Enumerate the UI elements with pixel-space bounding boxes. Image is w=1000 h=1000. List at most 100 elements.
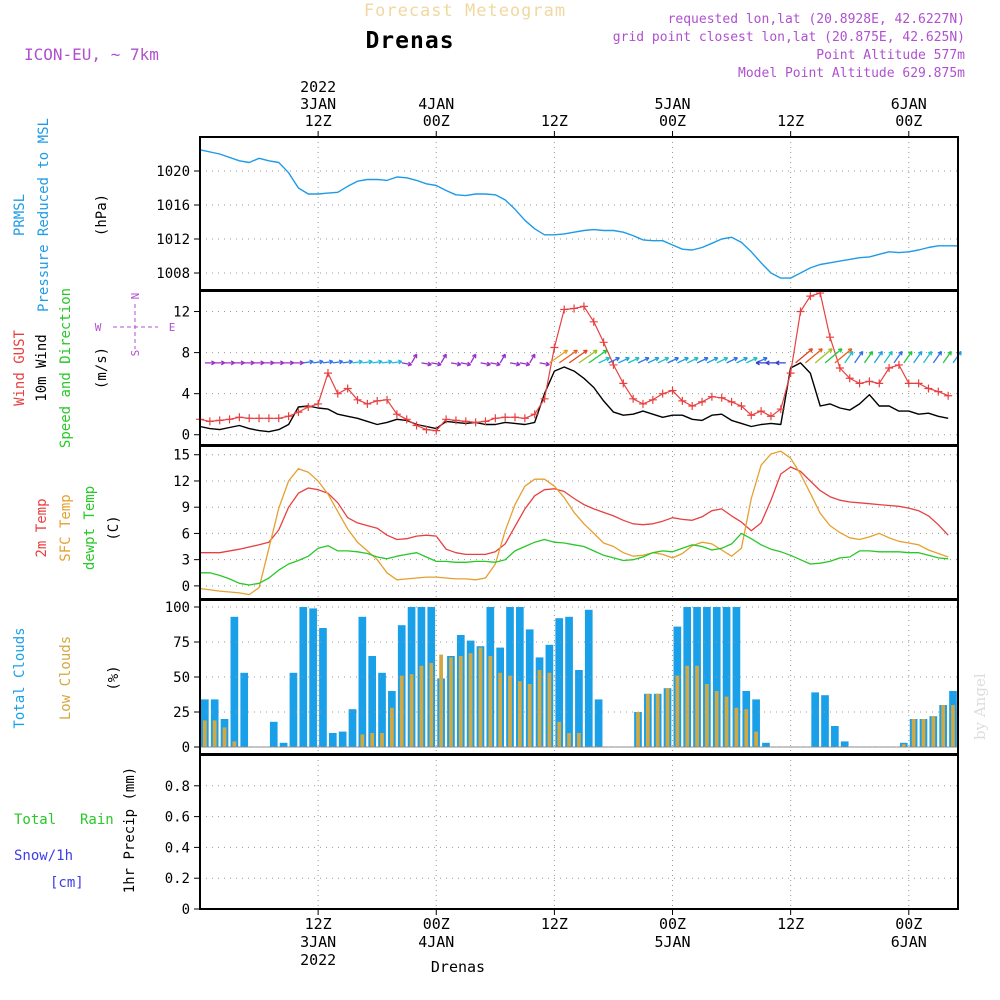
wind-direction-arrow — [549, 349, 569, 364]
wind-10m-label: 10m Wind — [34, 334, 50, 401]
pressure-tick-label: 1016 — [156, 198, 190, 214]
low-cloud-bar — [419, 665, 424, 747]
wind-direction-arrow — [254, 360, 265, 366]
top-time-label: 5JAN — [654, 95, 690, 113]
wind-direction-arrow — [913, 350, 923, 364]
low-cloud-bar — [508, 675, 512, 747]
wind-direction-arrow — [608, 356, 620, 364]
total-cloud-bar — [269, 721, 278, 747]
wind-direction-arrow — [342, 359, 354, 365]
temp-tick-label: 9 — [182, 500, 190, 516]
gust-marker — [442, 415, 451, 424]
top-time-label: 00Z — [423, 112, 450, 130]
wind-direction-arrow — [421, 361, 432, 367]
precip-tick-label: 0.6 — [165, 810, 190, 826]
total-cloud-bar — [319, 628, 327, 747]
bottom-time-label: 3JAN — [300, 933, 336, 951]
wind-direction-arrow — [283, 360, 294, 366]
wind-direction-arrow — [726, 356, 739, 364]
precip-tick-label: 0.4 — [165, 840, 190, 856]
total-cloud-bar — [299, 607, 308, 747]
gust-marker — [363, 399, 372, 408]
wind-direction-arrow — [854, 350, 864, 364]
low-cloud-bar — [232, 741, 237, 747]
low-cloud-bar — [665, 688, 670, 747]
product-title: Forecast Meteogram — [364, 1, 566, 21]
low-cloud-bar — [498, 672, 503, 747]
total-cloud-bar — [289, 672, 298, 747]
gust-marker — [766, 412, 775, 421]
gust-marker — [501, 413, 510, 422]
gust-marker — [570, 304, 579, 313]
total-cloud-bar — [703, 607, 711, 747]
low-cloud-bar — [517, 681, 522, 747]
wind-direction-arrow — [824, 348, 843, 364]
wind-direction-arrow — [568, 349, 588, 364]
wind-direction-arrow — [313, 359, 324, 365]
wind-direction-arrow — [431, 361, 442, 367]
top-time-label: 3JAN — [300, 95, 336, 113]
gust-marker — [678, 396, 687, 405]
wind-direction-arrow — [873, 350, 884, 364]
gust-marker — [481, 417, 490, 426]
wind-direction-arrow — [716, 356, 729, 364]
compass-s: S — [129, 350, 142, 357]
wind-direction-arrow — [765, 360, 776, 366]
wind-direction-arrow — [204, 360, 216, 366]
wind-direction-arrow — [263, 360, 275, 366]
gust-marker — [205, 417, 214, 426]
wind-direction-arrow — [804, 348, 823, 364]
top-time-label: 00Z — [659, 112, 686, 130]
total-cloud-bar — [722, 607, 731, 747]
bottom-time-label: 12Z — [777, 915, 804, 933]
temp-tick-label: 0 — [182, 579, 190, 595]
low-cloud-bar — [675, 675, 680, 747]
gust-marker — [648, 395, 657, 404]
gust-marker — [314, 399, 323, 408]
bottom-time-label: 12Z — [305, 915, 332, 933]
total-cloud-bar — [348, 709, 357, 747]
gust-marker — [451, 416, 460, 425]
total-cloud-bar — [831, 726, 839, 747]
wind-direction-arrow — [480, 361, 491, 367]
wind-direction-arrow — [440, 353, 447, 364]
wind-direction-arrow — [411, 353, 418, 364]
wind-direction-arrow — [814, 348, 833, 364]
precip-panel-frame — [199, 754, 959, 910]
total-cloud-bar — [565, 616, 573, 747]
gust-marker — [255, 414, 264, 423]
low-cloud-bar — [390, 707, 394, 747]
top-time-label: 12Z — [777, 112, 804, 130]
wind-direction-arrow — [903, 350, 913, 364]
low-cloud-bar — [567, 733, 571, 747]
pressure-tick-label: 1008 — [156, 266, 190, 282]
wind-direction-arrow — [352, 359, 363, 365]
wind-speed-line — [199, 362, 949, 433]
wind-direction-arrow — [401, 361, 413, 367]
low-cloud-bar — [488, 656, 493, 747]
wind-direction-arrow — [775, 360, 786, 366]
low-cloud-bar — [202, 720, 207, 747]
precip-tick-label: 0.8 — [165, 779, 190, 795]
chart-plot-area: 1008 1012 1016 1020 0 4 8 12 0 3 6 9 12 15 0 25 50 75 100 0… — [156, 78, 962, 969]
wind-tick-label: 4 — [182, 387, 190, 403]
gust-marker — [609, 360, 618, 369]
temp-tick-label: 12 — [173, 474, 190, 490]
total-cloud-bar — [594, 699, 603, 747]
total-cloud-bar — [752, 699, 760, 747]
low-cloud-bar — [705, 684, 709, 747]
low-cloud-bar — [429, 663, 434, 747]
wind-direction-arrow — [883, 350, 893, 364]
footer-location: Drenas — [431, 958, 485, 976]
gust-marker — [589, 317, 598, 326]
wind-direction-arrow — [736, 356, 748, 364]
gust-marker — [934, 387, 943, 396]
gust-marker — [471, 418, 480, 427]
wind-direction-arrow — [598, 356, 611, 364]
wind-direction-arrow — [706, 356, 719, 364]
gust-marker — [737, 401, 746, 410]
gust-marker — [796, 307, 805, 316]
wind-direction-arrow — [499, 353, 506, 364]
gust-marker — [323, 369, 332, 378]
gust-marker — [264, 414, 273, 423]
